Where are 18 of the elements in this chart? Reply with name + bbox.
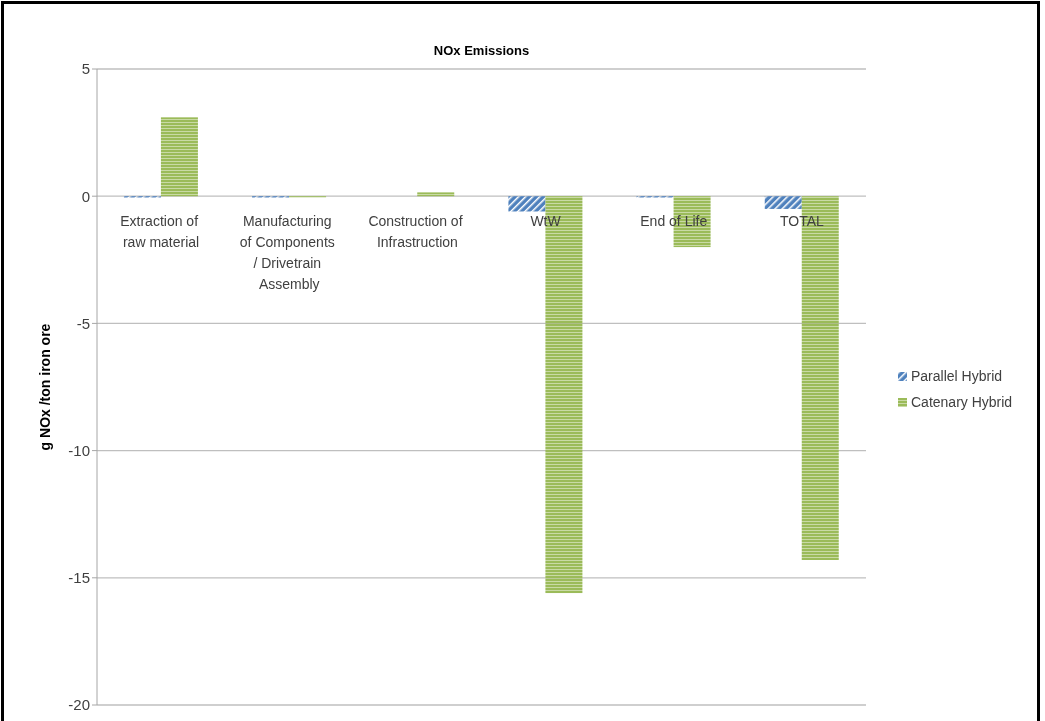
chart-title: NOx Emissions [432, 43, 531, 58]
y-axis-title: g NOx /ton iron ore [37, 323, 53, 451]
y-tick-label: -20 [68, 696, 90, 714]
legend-label: Catenary Hybrid [911, 394, 1013, 410]
x-tick-label: Manufacturing of Components / Drivetrain Assembly [239, 213, 339, 293]
y-tick-label: 0 [81, 187, 90, 205]
bar [508, 196, 546, 212]
y-tick-label: 5 [81, 60, 90, 78]
y-tick-label: -10 [68, 441, 90, 459]
y-tick-label: -15 [68, 569, 90, 587]
x-tick-label: Construction of Infrastruction [368, 213, 467, 251]
x-tick-label: TOTAL [780, 213, 825, 230]
bar [417, 192, 455, 197]
x-tick-label: Extraction of raw material [120, 213, 202, 251]
bar [160, 117, 198, 197]
y-tick-label: -5 [76, 314, 90, 332]
legend-label: Parallel Hybrid [911, 368, 1003, 384]
bar [764, 196, 802, 209]
